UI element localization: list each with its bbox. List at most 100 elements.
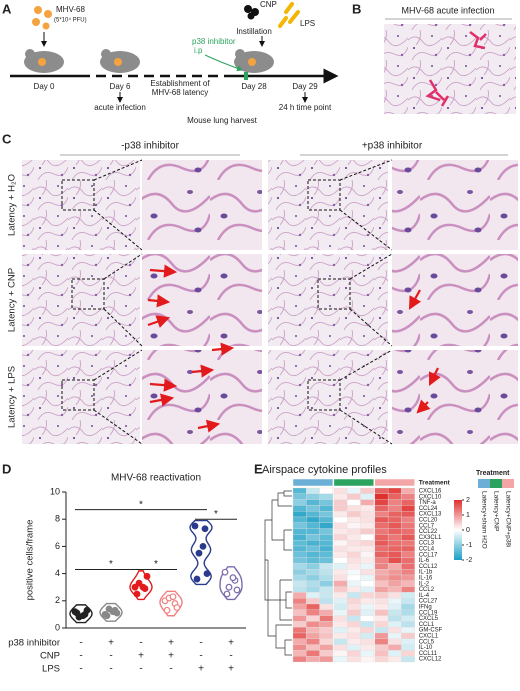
stage-label: acute infection [94, 103, 146, 112]
row-label: IFNg [419, 604, 432, 610]
data-point [73, 609, 81, 617]
colorbar-label: 0 [466, 527, 470, 534]
heatmap-cell [319, 545, 334, 552]
heatmap-cell [347, 493, 361, 500]
group-bar [374, 478, 415, 487]
heatmap-cell [347, 499, 361, 506]
row-label: CCL19 [419, 610, 438, 616]
y-axis-label: positive cells/frame [25, 520, 36, 601]
day-label: Day 28 [241, 82, 267, 91]
heatmap-cell [401, 638, 415, 645]
heatmap-cell [333, 493, 348, 500]
row-label: CCL22 [419, 529, 438, 535]
zoom-box [307, 379, 341, 411]
zoom-line [103, 253, 143, 280]
heatmap-cell [319, 574, 334, 581]
heatmap-cell [292, 551, 307, 558]
legend-label: Latency+sham H2O [480, 491, 487, 549]
heatmap-cell [306, 603, 320, 610]
heatmap-cell [374, 540, 389, 547]
condition-sign: + [168, 651, 174, 662]
heatmap-cell [387, 609, 402, 616]
row-label: IL-10 [419, 645, 433, 651]
data-point [199, 543, 207, 550]
panel-e: Airspace cytokine profilesTreatmentCXCL1… [262, 464, 514, 663]
red-arrow [211, 342, 235, 356]
row-label: IL-6 [419, 558, 430, 564]
heatmap-cell [374, 516, 389, 523]
panel-label: E [254, 461, 263, 476]
condition-label: LPS [42, 664, 60, 675]
heatmap-cell [387, 557, 402, 564]
micrograph [384, 24, 516, 114]
micrograph [142, 160, 262, 250]
row-label: CX3CL1 [419, 535, 442, 541]
row-label: CCL27 [419, 599, 438, 605]
y-tick-label: 10 [50, 486, 60, 496]
micrograph [22, 350, 140, 444]
zoom-line [339, 409, 393, 445]
data-point [135, 579, 143, 587]
micrograph [22, 254, 140, 346]
heatmap-cell [306, 592, 320, 599]
legend-label: Latency+CNP+p38i [504, 491, 511, 547]
heatmap-cell [347, 586, 361, 593]
heatmap-cell [292, 656, 307, 663]
heatmap-cell [333, 650, 348, 657]
data-point [193, 575, 201, 583]
route-label: i.p [194, 46, 203, 55]
heatmap-cell [333, 615, 348, 622]
heatmap-cell [401, 540, 415, 547]
condition-sign: - [79, 664, 82, 675]
heatmap-cell [374, 603, 389, 610]
heatmap-cell [374, 638, 389, 645]
data-point [203, 570, 211, 577]
heatmap-cell [360, 627, 374, 634]
heatmap-cell [306, 551, 320, 558]
heatmap-cell [306, 522, 320, 529]
heatmap-cell [333, 592, 348, 599]
heatmap-cell [319, 586, 334, 593]
micrograph [392, 254, 518, 346]
heatmap-cell [319, 580, 334, 587]
heatmap-cell [333, 632, 348, 639]
heatmap-cell [387, 615, 402, 622]
heatmap-cell [319, 569, 334, 576]
heatmap-cell [360, 574, 374, 581]
heatmap-cell [306, 540, 320, 547]
heatmap-cell [360, 563, 374, 570]
heatmap-cell [374, 487, 389, 494]
panel-label: A [2, 1, 12, 16]
colorbar-label: 1 [466, 512, 470, 519]
column-header: +p38 inhibitor [362, 141, 423, 152]
heatmap-cell [292, 574, 307, 581]
y-tick-label: 6 [55, 541, 60, 551]
group-bar [292, 478, 334, 487]
heatmap-cell [401, 487, 415, 494]
heatmap-cell [306, 516, 320, 523]
heatmap-cell [292, 580, 307, 587]
heatmap-cell [333, 627, 348, 634]
y-tick-label: 2 [55, 595, 60, 605]
heatmap-cell [347, 638, 361, 645]
panel-a: A MHV-68 (5*10⁴ PFU) Day 0 Day 6 acute i… [2, 0, 339, 125]
heatmap-cell [333, 534, 348, 541]
heatmap-cell [360, 505, 374, 512]
heatmap-cell [333, 574, 348, 581]
data-point [139, 583, 147, 591]
heatmap-cell [374, 534, 389, 541]
heatmap-cell [306, 638, 320, 645]
heatmap-cell [374, 569, 389, 576]
heatmap-cell [360, 621, 374, 628]
significance-label: * [109, 559, 113, 570]
data-point [191, 522, 199, 530]
data-point [131, 583, 139, 591]
data-point [83, 606, 91, 614]
heatmap-cell [292, 650, 307, 657]
red-arrow [416, 399, 431, 414]
heatmap-cell [360, 609, 374, 616]
legend-label: Latency+CNP [492, 491, 499, 531]
heatmap-cell [401, 603, 415, 610]
significance-label: * [139, 499, 143, 510]
